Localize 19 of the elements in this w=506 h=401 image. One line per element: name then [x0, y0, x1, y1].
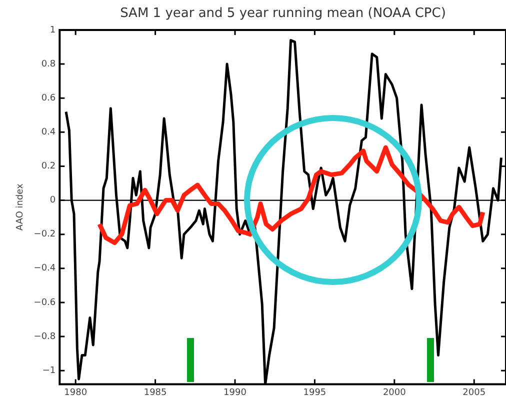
x-tick-label: 2005	[462, 388, 486, 398]
chart-title: SAM 1 year and 5 year running mean (NOAA CPC)	[119, 6, 447, 21]
y-tick-label: 0.8	[41, 59, 56, 70]
y-tick-label: −1	[42, 366, 56, 376]
x-tick-label: 1985	[144, 388, 167, 398]
y-tick-label: 0.2	[41, 162, 56, 172]
x-tick-label: 1990	[224, 388, 247, 398]
y-tick-label: 0	[50, 196, 56, 206]
y-tick-label: 0.6	[41, 93, 56, 104]
y-tick-label: −0.2	[34, 230, 56, 240]
y-tick-label: −0.6	[34, 298, 56, 308]
y-tick-label: −0.8	[34, 332, 56, 342]
y-tick-label: 0.4	[41, 128, 56, 138]
y-tick-label: −0.4	[34, 264, 56, 274]
x-tick-label: 1980	[64, 388, 88, 398]
y-axis-title: AAO index	[16, 182, 26, 231]
x-tick-label: 2000	[382, 388, 406, 398]
x-tick-label: 1995	[303, 388, 326, 398]
y-tick-label: 1	[50, 25, 56, 36]
